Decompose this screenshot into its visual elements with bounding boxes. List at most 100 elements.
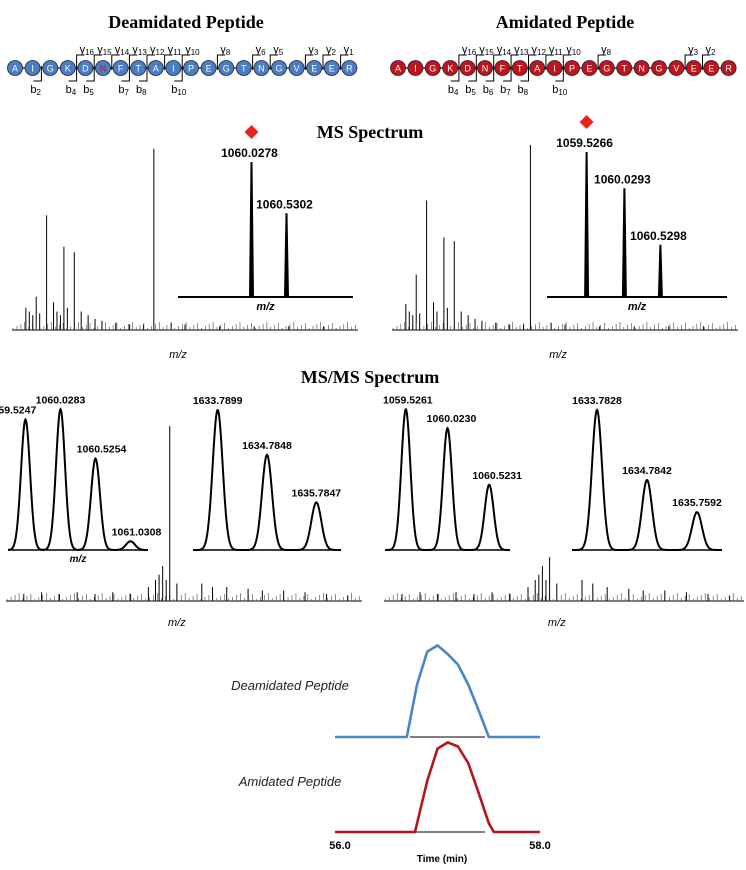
y-ion-bracket bbox=[545, 54, 554, 70]
residue-letter: N bbox=[482, 64, 489, 74]
precursor-marker bbox=[579, 115, 594, 129]
residue-circle bbox=[306, 60, 323, 76]
residue-circle bbox=[59, 60, 76, 76]
residue-circle bbox=[253, 60, 270, 76]
residue-circle bbox=[24, 60, 41, 76]
y-ion-number: 10 bbox=[572, 48, 581, 57]
residue-letter: I bbox=[414, 64, 417, 74]
residue-circle bbox=[633, 60, 650, 76]
residue-letter: I bbox=[172, 64, 175, 74]
y-ion-bracket bbox=[475, 54, 485, 70]
ms-spectrum-title: MS Spectrum bbox=[317, 122, 424, 142]
inset-profile bbox=[572, 408, 722, 551]
residue-circle bbox=[271, 60, 287, 76]
y-ion-label: y8 bbox=[220, 44, 231, 57]
residue-circle bbox=[200, 60, 217, 76]
inset-peak-label: 1634.7848 bbox=[242, 440, 292, 452]
b-ion-label: b2 bbox=[30, 84, 41, 97]
inset-peak-label: 1061.0308 bbox=[112, 526, 162, 538]
y-ion-label: y2 bbox=[706, 44, 717, 57]
x-axis-label: m/z bbox=[549, 349, 567, 361]
y-ion-bracket bbox=[528, 54, 537, 70]
b-ion-label: b7 bbox=[118, 84, 129, 97]
b-ion-label: b5 bbox=[83, 84, 94, 97]
residue-circle bbox=[477, 60, 493, 76]
residue-letter: G bbox=[655, 64, 662, 74]
y-ion-bracket bbox=[304, 54, 314, 70]
residue-circle bbox=[598, 60, 615, 76]
y-ion-label: y3 bbox=[688, 44, 699, 57]
y-ion-number: 13 bbox=[138, 48, 147, 57]
residue-letter: T bbox=[621, 64, 627, 74]
y-ion-number: 2 bbox=[332, 48, 337, 57]
residue-circle bbox=[651, 60, 667, 76]
y-ion-number: 12 bbox=[537, 48, 546, 57]
residue-letter: V bbox=[294, 64, 300, 74]
residue-circle bbox=[95, 60, 111, 76]
precursor-marker bbox=[244, 125, 259, 139]
y-ion-number: 16 bbox=[467, 48, 476, 57]
y-ion-number: 13 bbox=[520, 48, 529, 57]
y-ion-number: 10 bbox=[191, 48, 200, 57]
residue-circle bbox=[288, 60, 305, 76]
b-ion-number: 7 bbox=[125, 88, 130, 97]
b-ion-label: b4 bbox=[66, 84, 77, 97]
y-ion-bracket bbox=[322, 54, 331, 70]
b-ion-number: 2 bbox=[37, 88, 42, 97]
x-tick-label: 56.0 bbox=[329, 840, 350, 852]
b-ion-bracket bbox=[468, 66, 477, 82]
residue-circle bbox=[685, 60, 702, 76]
b-ion-number: 5 bbox=[471, 88, 476, 97]
ms-spectrum-amidated: m/z 1059.5266 1060.0293 1060.5298 m/z bbox=[392, 115, 738, 361]
inset-x-axis-label: m/z bbox=[256, 301, 275, 313]
b-ion-number: 4 bbox=[454, 88, 459, 97]
inset-peak-label: 1060.5302 bbox=[256, 197, 313, 211]
residue-circle bbox=[77, 60, 94, 76]
b-ion-label: b10 bbox=[171, 84, 187, 97]
residue-letter: R bbox=[346, 64, 353, 74]
residue-circle bbox=[42, 60, 59, 76]
b-ion-number: 10 bbox=[558, 88, 567, 97]
amidated-peptide-title: Amidated Peptide bbox=[496, 12, 635, 32]
chromatogram-series-label: Amidated Peptide bbox=[238, 774, 342, 789]
b-ion-bracket bbox=[121, 66, 130, 82]
ms-spectrum-deamidated: m/z 1060.0278 1060.5302 m/z bbox=[12, 125, 358, 361]
y-ion-number: 3 bbox=[314, 48, 319, 57]
y-ion-bracket bbox=[597, 54, 607, 70]
y-ion-bracket bbox=[510, 54, 520, 70]
inset-peak-label: 1059.5261 bbox=[383, 394, 433, 406]
y-ion-number: 12 bbox=[156, 48, 165, 57]
b-ion-label: b5 bbox=[465, 84, 476, 97]
deamidated-peptide-title: Deamidated Peptide bbox=[108, 12, 263, 32]
y-ion-bracket bbox=[128, 54, 138, 70]
inset-peak-label: 1060.5231 bbox=[472, 470, 522, 482]
y-ion-label: y3 bbox=[308, 44, 319, 57]
residue-letter: G bbox=[275, 64, 282, 74]
b-ion-bracket bbox=[139, 66, 148, 82]
inset-profile bbox=[193, 408, 341, 551]
b-ion-bracket bbox=[555, 66, 564, 82]
residue-circle bbox=[390, 60, 406, 76]
inset-peak-label: 1059.5247 bbox=[0, 405, 36, 417]
residue-letter: I bbox=[553, 64, 556, 74]
inset-peak-label: 1060.5298 bbox=[630, 229, 687, 243]
inset-peak-label: 1635.7592 bbox=[672, 497, 722, 509]
residue-letter: N bbox=[638, 64, 645, 74]
y-ion-number: 15 bbox=[485, 48, 494, 57]
residue-circle bbox=[511, 60, 528, 76]
b-ion-bracket bbox=[68, 66, 78, 82]
y-ion-label: y10 bbox=[185, 44, 200, 57]
residue-circle bbox=[564, 60, 580, 76]
y-ion-number: 5 bbox=[279, 48, 284, 57]
residue-circle bbox=[529, 60, 546, 76]
y-ion-bracket bbox=[562, 54, 572, 70]
y-ion-number: 11 bbox=[173, 48, 182, 57]
y-ion-bracket bbox=[76, 54, 85, 70]
residue-letter: E bbox=[206, 64, 212, 74]
y-ion-bracket bbox=[493, 54, 502, 70]
residue-circle bbox=[7, 60, 23, 76]
b-ion-number: 7 bbox=[506, 88, 511, 97]
inset-peak-label: 1059.5266 bbox=[556, 136, 613, 150]
